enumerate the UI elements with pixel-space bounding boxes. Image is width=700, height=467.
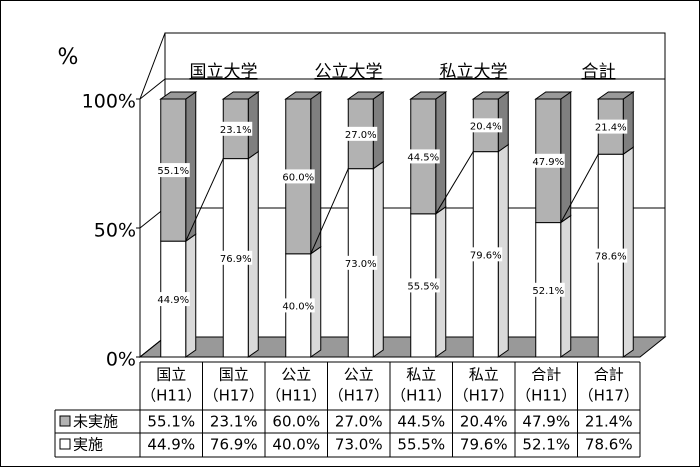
x-tick-label: 合計 <box>531 366 561 384</box>
value-label: 44.5% <box>407 152 439 163</box>
value-label-box <box>406 278 440 293</box>
x-tick-label: （H11） <box>141 387 201 405</box>
legend-swatch <box>59 438 71 450</box>
connector-line <box>310 168 349 255</box>
value-label-box <box>281 169 315 184</box>
table-cell: 60.0% <box>272 413 320 431</box>
x-tick-label: （H11） <box>266 387 326 405</box>
y-tick-label: 50% <box>94 220 136 242</box>
x-tick-label: 国立 <box>219 366 249 384</box>
value-label: 23.1% <box>220 125 252 136</box>
y-tick-label: 0% <box>106 349 136 371</box>
x-tick-label: 私立 <box>469 366 499 384</box>
group-label: 私立大学 <box>440 62 508 82</box>
x-tick-label: （H17） <box>454 387 514 405</box>
table-cell: 79.6% <box>460 436 508 454</box>
value-label: 40.0% <box>282 301 314 312</box>
x-tick-label: （H11） <box>516 387 576 405</box>
value-label-box <box>531 282 565 297</box>
table-cell: 27.0% <box>335 413 383 431</box>
table-cell: 40.0% <box>272 436 320 454</box>
value-label-box <box>219 250 253 265</box>
connector-line <box>435 151 474 215</box>
value-label: 76.9% <box>220 254 252 265</box>
value-label: 73.0% <box>345 259 377 270</box>
legend-swatch <box>59 415 71 427</box>
table-cell: 52.1% <box>522 436 570 454</box>
connector-line <box>185 158 224 242</box>
x-tick-label: （H17） <box>204 387 264 405</box>
table-cell: 76.9% <box>210 436 258 454</box>
x-tick-label: （H11） <box>391 387 451 405</box>
value-label-box <box>594 248 628 263</box>
connector-line <box>560 153 599 223</box>
bar-top <box>534 91 573 100</box>
x-tick-label: 合計 <box>594 366 624 384</box>
grid-line <box>139 78 166 100</box>
group-label: 公立大学 <box>315 62 383 82</box>
value-label-box <box>156 292 190 307</box>
value-label-box <box>219 121 253 136</box>
value-label-box <box>594 119 628 134</box>
value-label-box <box>344 255 378 270</box>
x-tick-label: （H17） <box>579 387 639 405</box>
table-cell: 44.9% <box>147 436 195 454</box>
group-label: 合計 <box>582 62 616 82</box>
value-label-box <box>469 118 503 133</box>
bar-top <box>221 91 260 100</box>
table-cell: 55.1% <box>147 413 195 431</box>
bar-top <box>159 91 198 100</box>
x-tick-label: （H17） <box>329 387 389 405</box>
value-label-box <box>406 149 440 164</box>
x-tick-label: 公立 <box>281 366 311 384</box>
x-tick-label: 国立 <box>156 366 186 384</box>
x-tick-label: 私立 <box>406 366 436 384</box>
value-label: 21.4% <box>595 123 627 134</box>
table-cell: 21.4% <box>585 413 633 431</box>
bar-top <box>471 91 510 100</box>
value-label: 44.9% <box>157 295 189 306</box>
table-cell: 23.1% <box>210 413 258 431</box>
table-cell: 44.5% <box>397 413 445 431</box>
bar-top <box>284 91 323 100</box>
value-label: 60.0% <box>282 172 314 183</box>
table-cell: 47.9% <box>522 413 570 431</box>
value-label-box <box>469 247 503 262</box>
value-label: 79.6% <box>470 250 502 261</box>
bar-top <box>346 91 385 100</box>
value-label-box <box>281 298 315 313</box>
legend-label: 実施 <box>73 436 103 454</box>
table-cell: 55.5% <box>397 436 445 454</box>
bar-top <box>596 91 635 100</box>
value-label: 55.5% <box>407 281 439 292</box>
value-label: 55.1% <box>157 166 189 177</box>
value-label: 20.4% <box>470 121 502 132</box>
table-cell: 73.0% <box>335 436 383 454</box>
x-tick-label: 公立 <box>344 366 374 384</box>
value-label: 78.6% <box>595 252 627 263</box>
group-label: 国立大学 <box>190 62 258 82</box>
table-cell: 20.4% <box>460 413 508 431</box>
value-label: 27.0% <box>345 130 377 141</box>
value-label-box <box>156 163 190 178</box>
floor <box>138 336 667 358</box>
table-cell: 78.6% <box>585 436 633 454</box>
y-tick-label: 100% <box>82 91 136 113</box>
value-label: 47.9% <box>532 157 564 168</box>
y-axis-label: % <box>58 45 79 70</box>
bar-top <box>409 91 448 100</box>
value-label: 52.1% <box>532 286 564 297</box>
legend-label: 未実施 <box>73 413 118 431</box>
value-label-box <box>531 153 565 168</box>
value-label-box <box>344 126 378 141</box>
